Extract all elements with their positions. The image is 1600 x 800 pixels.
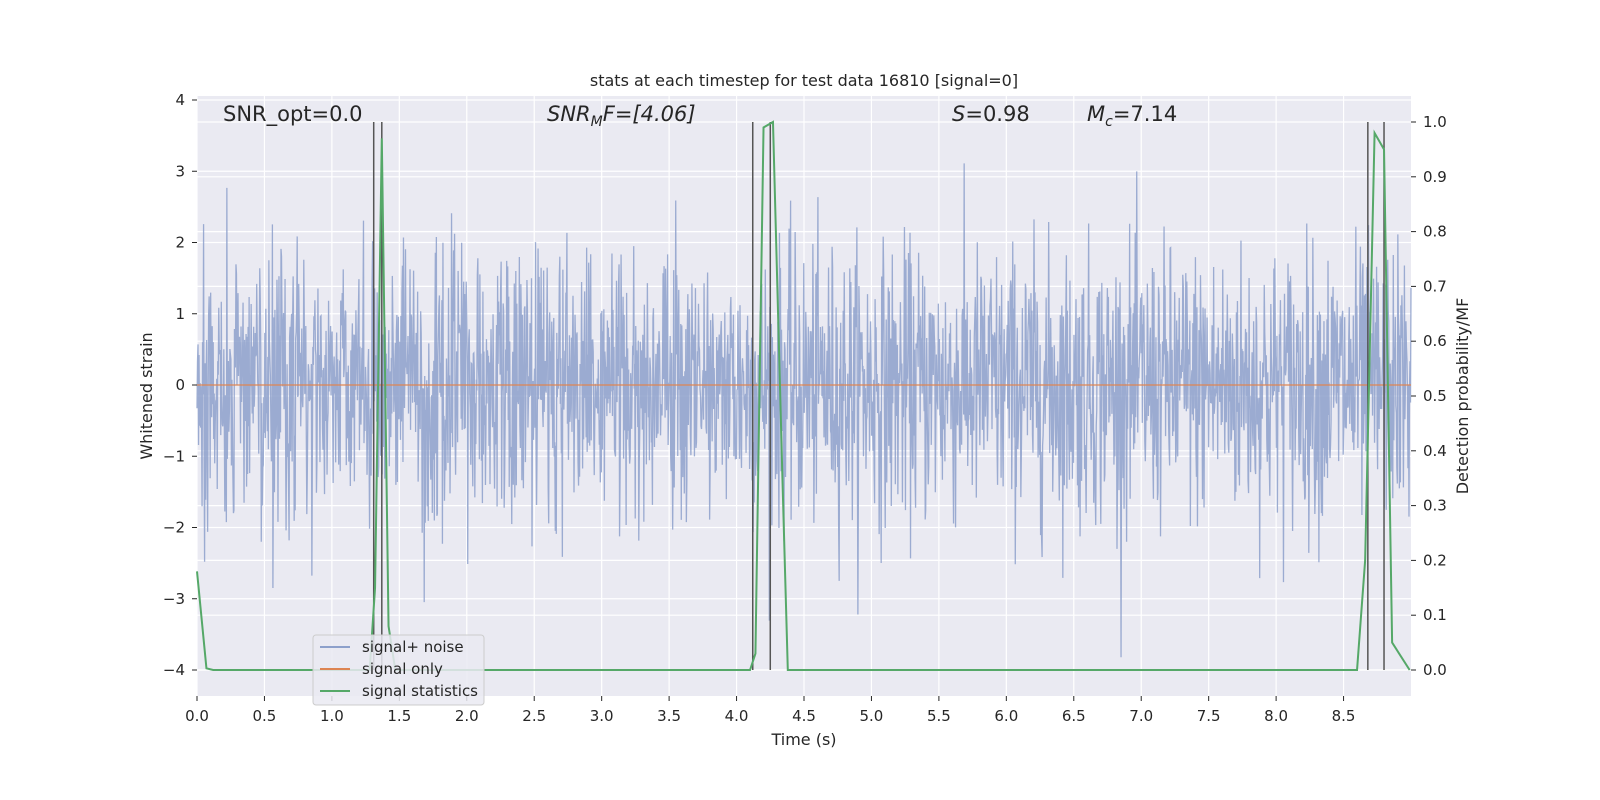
y-axis-label: Whitened strain bbox=[137, 332, 156, 459]
y2-tick-label: 0.6 bbox=[1423, 332, 1447, 350]
x-tick-label: 2.5 bbox=[522, 707, 546, 725]
y2-tick-label: 0.7 bbox=[1423, 277, 1447, 295]
snr-mf-suffix-f: F=[4.06] bbox=[603, 102, 696, 126]
noise-trace bbox=[196, 163, 1412, 658]
y-tick-label: 2 bbox=[175, 234, 185, 252]
y-axis-left: 4 3 2 1 0 −1 −2 −3 −4 bbox=[163, 91, 197, 679]
x-tick-label: 5.0 bbox=[860, 707, 884, 725]
annotation-snr-opt: SNR_opt=0.0 bbox=[223, 102, 363, 127]
x-tick-label: 8.5 bbox=[1332, 707, 1356, 725]
x-tick-label: 6.0 bbox=[994, 707, 1018, 725]
x-tick-label: 5.5 bbox=[927, 707, 951, 725]
y2-tick-label: 0.0 bbox=[1423, 661, 1447, 679]
x-tick-label: 7.5 bbox=[1197, 707, 1221, 725]
y-axis-right: 1.0 0.9 0.8 0.7 0.6 0.5 0.4 0.3 0.2 0.1 0.0 bbox=[1411, 113, 1447, 679]
x-tick-label: 6.5 bbox=[1062, 707, 1086, 725]
y2-axis-label: Detection probability/MF bbox=[1453, 298, 1472, 495]
annotation-s: S=0.98 bbox=[952, 102, 1030, 126]
y2-tick-label: 0.8 bbox=[1423, 223, 1447, 241]
x-tick-label: 3.5 bbox=[657, 707, 681, 725]
x-tick-label: 1.5 bbox=[387, 707, 411, 725]
legend: signal+ noise signal only signal statist… bbox=[312, 634, 485, 706]
x-tick-label: 1.0 bbox=[320, 707, 344, 725]
y2-tick-label: 0.2 bbox=[1423, 551, 1447, 569]
legend-label-signal-only: signal only bbox=[362, 660, 443, 678]
x-tick-label: 4.5 bbox=[792, 707, 816, 725]
legend-label-signal-statistics: signal statistics bbox=[362, 682, 478, 700]
snr-mf-prefix: SNR bbox=[547, 102, 591, 126]
x-tick-label: 3.0 bbox=[590, 707, 614, 725]
y-tick-label: −3 bbox=[163, 590, 185, 608]
s-prefix: S bbox=[952, 102, 965, 126]
x-tick-label: 4.0 bbox=[725, 707, 749, 725]
chart-title: stats at each timestep for test data 168… bbox=[590, 71, 1018, 90]
y2-tick-label: 0.9 bbox=[1423, 168, 1447, 186]
y-tick-label: −1 bbox=[163, 447, 185, 465]
x-tick-label: 0.5 bbox=[253, 707, 277, 725]
y2-tick-label: 0.3 bbox=[1423, 497, 1447, 515]
x-tick-label: 2.0 bbox=[455, 707, 479, 725]
legend-label-signal-plus-noise: signal+ noise bbox=[362, 638, 464, 656]
y-tick-label: 4 bbox=[175, 91, 185, 109]
x-axis: 0.0 0.5 1.0 1.5 2.0 2.5 3.0 3.5 4.0 4.5 5.0 5.5 6.0 6… bbox=[185, 696, 1355, 725]
y-tick-label: 3 bbox=[175, 162, 185, 180]
y-tick-label: −2 bbox=[163, 519, 185, 537]
snr-mf-sub: M bbox=[591, 114, 603, 130]
x-tick-label: 8.0 bbox=[1264, 707, 1288, 725]
y-tick-label: −4 bbox=[163, 661, 185, 679]
mc-sub: c bbox=[1105, 114, 1113, 130]
x-tick-label: 7.0 bbox=[1129, 707, 1153, 725]
series-signal-plus-noise bbox=[196, 163, 1412, 658]
y-tick-label: 0 bbox=[175, 376, 185, 394]
y2-tick-label: 0.4 bbox=[1423, 442, 1447, 460]
y2-tick-label: 0.5 bbox=[1423, 387, 1447, 405]
mc-suffix: =7.14 bbox=[1113, 102, 1177, 126]
annotation-snr-mf: SNRMF=[4.06] bbox=[547, 102, 696, 130]
s-suffix: =0.98 bbox=[965, 102, 1029, 126]
x-axis-label: Time (s) bbox=[770, 730, 836, 749]
annotation-mc: Mc=7.14 bbox=[1087, 102, 1177, 130]
y-tick-label: 1 bbox=[175, 305, 185, 323]
x-tick-label: 0.0 bbox=[185, 707, 209, 725]
mc-prefix: M bbox=[1087, 102, 1105, 126]
y2-tick-label: 0.1 bbox=[1423, 606, 1447, 624]
y2-tick-label: 1.0 bbox=[1423, 113, 1447, 131]
legend-box bbox=[312, 634, 485, 706]
